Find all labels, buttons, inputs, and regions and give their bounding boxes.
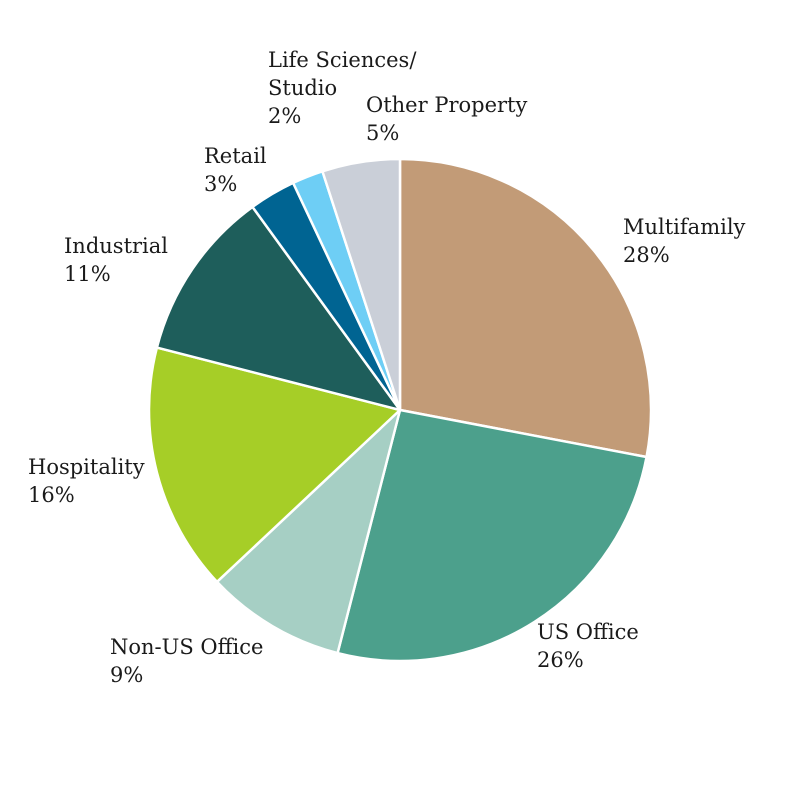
label-life-sciences-name-line1: Life Sciences/ [268, 48, 417, 72]
pie-slice-industrial [155, 205, 402, 412]
label-life-sciences: Life Sciences/ Studio 2% [268, 48, 423, 128]
label-us-office: US Office 26% [537, 620, 646, 672]
pie-slice-us-office [336, 408, 648, 663]
pie-slice-multifamily [398, 157, 653, 459]
pie-slice-hospitality [147, 346, 402, 584]
label-hospitality-value: 16% [28, 483, 75, 507]
label-life-sciences-name-line2: Studio [268, 76, 337, 100]
label-multifamily-value: 28% [623, 243, 670, 267]
label-non-us-office-name: Non-US Office [110, 635, 263, 659]
label-non-us-office: Non-US Office 9% [110, 635, 270, 687]
label-industrial-name: Industrial [64, 234, 168, 258]
label-us-office-name: US Office [537, 620, 639, 644]
pie-slice-non-us-office [215, 408, 402, 655]
label-industrial-value: 11% [64, 262, 111, 286]
label-other-property: Other Property 5% [366, 93, 534, 145]
label-retail: Retail 3% [204, 144, 273, 196]
pie-slices [147, 157, 653, 663]
label-life-sciences-value: 2% [268, 104, 301, 128]
label-other-property-value: 5% [366, 121, 399, 145]
label-hospitality: Hospitality 16% [28, 455, 151, 507]
label-us-office-value: 26% [537, 648, 584, 672]
label-non-us-office-value: 9% [110, 663, 143, 687]
label-retail-name: Retail [204, 144, 267, 168]
label-industrial: Industrial 11% [64, 234, 175, 286]
label-hospitality-name: Hospitality [28, 455, 145, 479]
label-multifamily: Multifamily 28% [623, 215, 752, 267]
label-other-property-name: Other Property [366, 93, 527, 117]
label-retail-value: 3% [204, 172, 237, 196]
label-multifamily-name: Multifamily [623, 215, 746, 239]
pie-slice-other-property [321, 157, 402, 412]
